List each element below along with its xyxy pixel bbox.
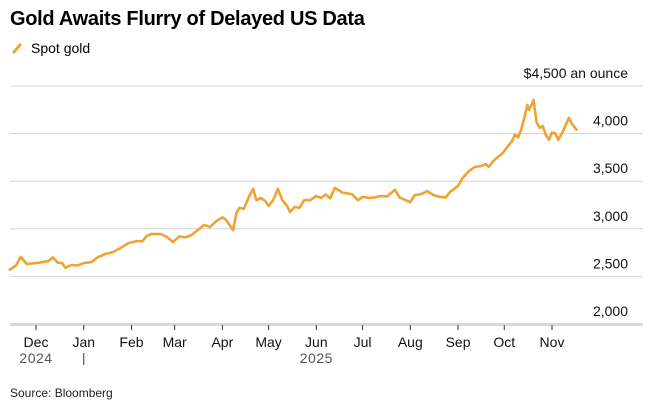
y-tick-label: 3,500 bbox=[593, 160, 628, 176]
x-tick-label: Aug bbox=[398, 334, 423, 350]
y-axis-labels: $4,500 an ounce 4,000 3,500 3,000 2,500 2,000 bbox=[524, 65, 629, 319]
x-tick-label: Dec bbox=[24, 334, 49, 350]
x-axis: Dec Jan Feb Mar Apr May Jun Jul Aug Sep Oct Nov 2024… bbox=[10, 324, 643, 366]
chart-title: Gold Awaits Flurry of Delayed US Data bbox=[10, 8, 365, 30]
y-tick-label: 2,000 bbox=[593, 303, 628, 319]
y-tick-label: 4,000 bbox=[593, 113, 628, 129]
plot-area bbox=[8, 98, 578, 271]
y-tick-label: 3,000 bbox=[593, 208, 628, 224]
x-tick-label: Feb bbox=[119, 334, 143, 350]
x-tick-label: Jan bbox=[72, 334, 95, 350]
legend: Spot gold bbox=[10, 40, 90, 56]
x-tick-label: May bbox=[255, 334, 281, 350]
x-tick-label: Sep bbox=[446, 334, 471, 350]
gridlines bbox=[10, 85, 643, 325]
y-tick-label: $4,500 an ounce bbox=[524, 65, 629, 81]
legend-label: Spot gold bbox=[31, 40, 91, 56]
x-tick-label: Nov bbox=[540, 334, 565, 350]
x-tick-label: Jun bbox=[305, 334, 328, 350]
y-tick-label: 2,500 bbox=[593, 255, 628, 271]
x-tick-label: Oct bbox=[493, 334, 515, 350]
source-note: Source: Bloomberg bbox=[10, 386, 113, 400]
year-label: 2024 bbox=[19, 350, 52, 366]
series-line-spot-gold bbox=[8, 98, 578, 271]
year-label: 2025 bbox=[300, 350, 333, 366]
x-tick-label: Jul bbox=[354, 334, 372, 350]
x-tick-label: Apr bbox=[211, 334, 233, 350]
x-tick-label: Mar bbox=[163, 334, 187, 350]
